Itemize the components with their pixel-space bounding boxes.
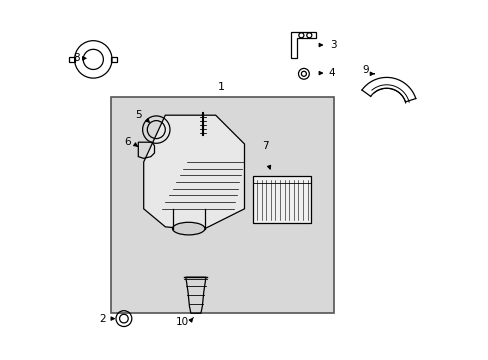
Text: 7: 7 <box>262 141 268 151</box>
Bar <box>253 176 310 223</box>
Ellipse shape <box>172 222 204 235</box>
Text: 3: 3 <box>329 40 336 50</box>
Polygon shape <box>143 115 244 230</box>
Text: 8: 8 <box>73 53 80 63</box>
Text: 1: 1 <box>217 82 224 92</box>
Bar <box>110 57 117 62</box>
Text: 9: 9 <box>361 65 368 75</box>
Bar <box>69 57 75 62</box>
Text: 2: 2 <box>99 314 106 324</box>
Text: 5: 5 <box>135 110 142 120</box>
Text: 6: 6 <box>124 137 131 147</box>
Text: 10: 10 <box>175 317 188 327</box>
Text: 4: 4 <box>328 68 335 78</box>
FancyBboxPatch shape <box>111 97 334 313</box>
